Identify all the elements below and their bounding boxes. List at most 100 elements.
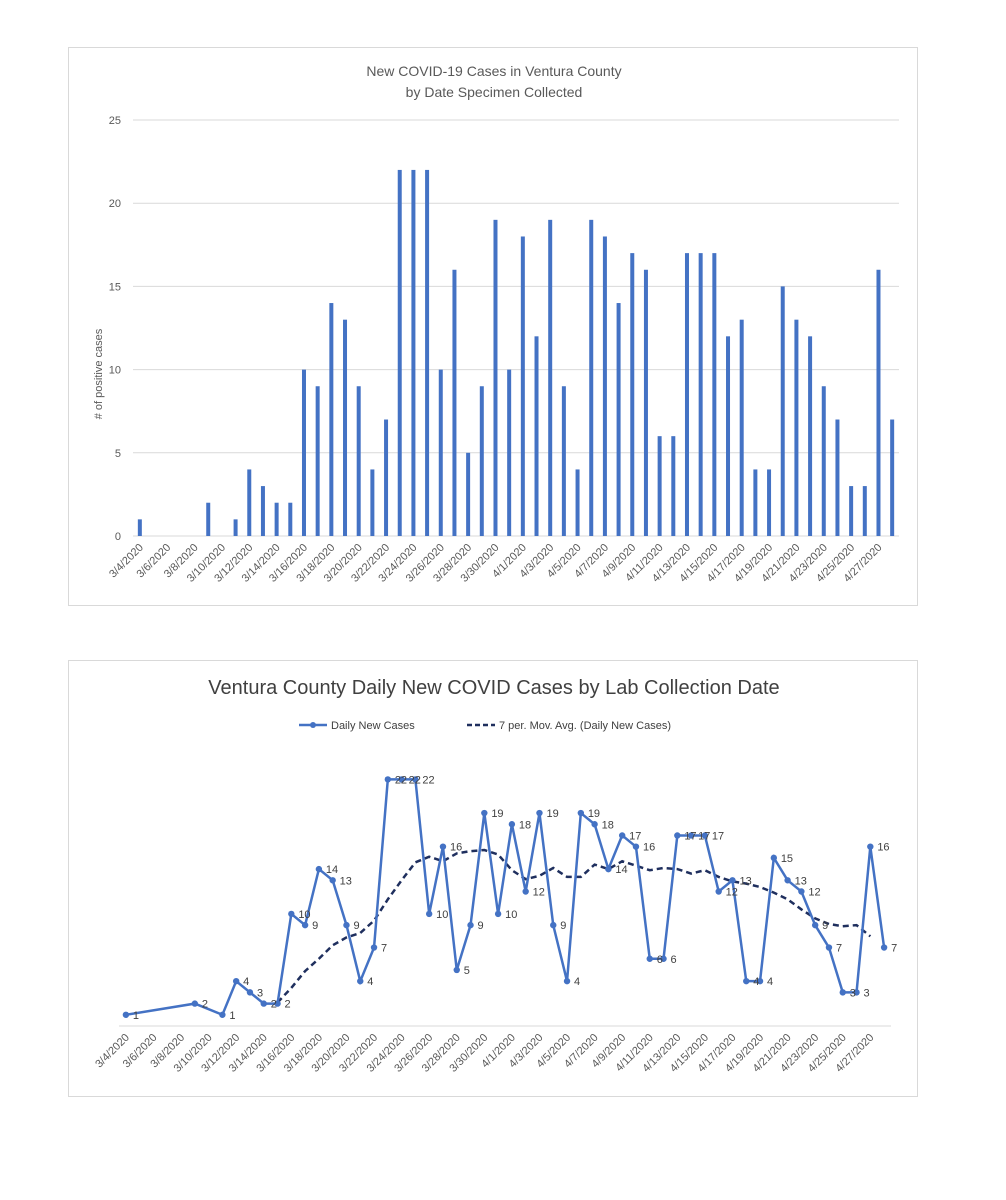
data-point bbox=[522, 888, 529, 895]
bar bbox=[479, 386, 484, 536]
bar bbox=[794, 319, 799, 536]
data-label: 12 bbox=[808, 887, 820, 899]
data-point bbox=[550, 921, 557, 929]
data-point bbox=[232, 977, 240, 985]
data-label: 19 bbox=[546, 808, 558, 820]
bar bbox=[288, 502, 293, 536]
line-chart-panel: Ventura County Daily New COVID Cases by … bbox=[68, 660, 918, 1097]
data-point bbox=[260, 1000, 267, 1007]
bar-chart-title: New COVID-19 Cases in Ventura County bbox=[366, 63, 621, 79]
data-label: 4 bbox=[753, 976, 759, 988]
bar bbox=[507, 369, 512, 536]
data-label: 12 bbox=[726, 887, 738, 899]
y-tick-label: 5 bbox=[115, 448, 121, 460]
data-point bbox=[784, 877, 791, 884]
data-label: 14 bbox=[615, 864, 627, 876]
data-point bbox=[577, 809, 585, 817]
bar-chart-bars bbox=[137, 169, 895, 537]
data-point bbox=[839, 989, 846, 996]
data-point bbox=[605, 865, 612, 873]
data-label: 19 bbox=[588, 808, 600, 820]
data-point bbox=[729, 877, 736, 884]
data-label: 13 bbox=[795, 875, 807, 887]
bar-chart-svg: New COVID-19 Cases in Ventura County by … bbox=[93, 63, 899, 585]
bar bbox=[821, 386, 826, 536]
data-label: 13 bbox=[739, 875, 751, 887]
data-label: 13 bbox=[340, 875, 352, 887]
data-point bbox=[453, 966, 460, 974]
data-label: 17 bbox=[629, 830, 641, 842]
data-point bbox=[467, 921, 474, 929]
data-point bbox=[591, 821, 598, 828]
bar bbox=[739, 319, 744, 536]
data-point bbox=[439, 843, 447, 850]
data-point bbox=[660, 955, 667, 962]
bar bbox=[260, 486, 265, 536]
data-label: 4 bbox=[367, 976, 373, 988]
bar bbox=[315, 386, 320, 536]
data-label: 16 bbox=[877, 842, 889, 854]
bar bbox=[561, 386, 566, 536]
bar bbox=[466, 452, 471, 536]
bar bbox=[849, 486, 854, 536]
data-label: 19 bbox=[491, 808, 503, 820]
data-point bbox=[398, 776, 405, 783]
data-label: 10 bbox=[436, 909, 448, 921]
bar bbox=[602, 236, 607, 537]
data-point bbox=[743, 977, 750, 985]
data-point bbox=[481, 809, 488, 817]
data-label: 9 bbox=[822, 920, 828, 932]
data-point bbox=[357, 977, 364, 985]
data-label: 4 bbox=[574, 976, 580, 988]
data-point bbox=[508, 821, 516, 828]
bar bbox=[411, 169, 416, 537]
bar bbox=[862, 486, 867, 536]
bar bbox=[397, 169, 402, 537]
data-point bbox=[867, 843, 874, 850]
data-point bbox=[425, 910, 433, 918]
data-label: 17 bbox=[712, 830, 724, 842]
data-point bbox=[122, 1011, 130, 1018]
data-point bbox=[246, 989, 254, 996]
data-label: 6 bbox=[657, 954, 663, 966]
bar bbox=[343, 319, 348, 536]
bar-chart-gridlines bbox=[133, 119, 899, 537]
data-point bbox=[825, 944, 833, 951]
data-point bbox=[674, 832, 681, 839]
data-label: 1 bbox=[133, 1010, 139, 1022]
legend-daily-new-cases-label: Daily New Cases bbox=[331, 720, 415, 732]
data-point bbox=[687, 832, 695, 839]
data-point bbox=[770, 854, 778, 862]
data-label: 12 bbox=[533, 887, 545, 899]
data-label: 10 bbox=[298, 909, 310, 921]
data-label: 7 bbox=[381, 943, 387, 955]
data-point bbox=[191, 1000, 199, 1007]
bar bbox=[452, 269, 457, 536]
data-label: 10 bbox=[505, 909, 517, 921]
y-tick-label: 0 bbox=[115, 531, 121, 543]
data-label: 14 bbox=[326, 864, 338, 876]
bar bbox=[767, 469, 772, 536]
data-point bbox=[329, 877, 336, 884]
data-point bbox=[412, 776, 419, 783]
bar bbox=[630, 253, 635, 536]
data-point bbox=[274, 1000, 281, 1007]
bar bbox=[684, 253, 689, 536]
data-label: 22 bbox=[395, 774, 407, 786]
data-point bbox=[288, 910, 295, 918]
data-point bbox=[880, 944, 888, 951]
bar bbox=[780, 286, 785, 536]
bar bbox=[233, 519, 238, 536]
daily-new-cases-markers bbox=[122, 776, 888, 1018]
bar bbox=[520, 236, 525, 537]
data-point bbox=[384, 776, 392, 783]
data-point bbox=[853, 989, 860, 996]
data-label: 9 bbox=[478, 920, 484, 932]
bar bbox=[835, 419, 840, 536]
data-label: 4 bbox=[243, 976, 249, 988]
data-label: 18 bbox=[602, 819, 614, 831]
data-label: 15 bbox=[781, 853, 793, 865]
bar bbox=[876, 269, 881, 536]
line-chart-legend: Daily New Cases 7 per. Mov. Avg. (Daily … bbox=[299, 720, 671, 732]
